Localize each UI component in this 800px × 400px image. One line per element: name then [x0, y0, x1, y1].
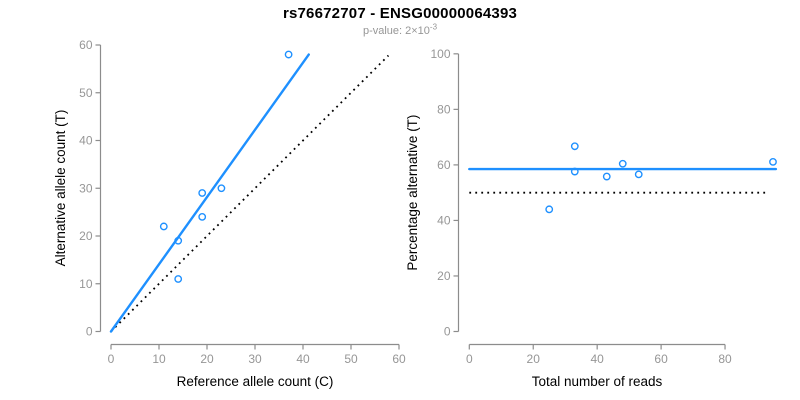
x-tick-label: 60	[392, 352, 406, 366]
data-point	[174, 275, 183, 283]
data-point	[198, 189, 207, 197]
y-tick-label: 10	[79, 277, 93, 291]
x-axis-label: Total number of reads	[532, 374, 663, 389]
fit-line	[109, 53, 310, 333]
data-point	[198, 212, 207, 221]
y-tick-label: 30	[79, 181, 93, 195]
data-point	[284, 50, 293, 59]
data-point	[545, 205, 554, 214]
x-tick-label: 40	[296, 352, 310, 366]
x-tick-label: 10	[152, 352, 166, 366]
data-point	[618, 159, 627, 168]
data-point	[769, 157, 777, 166]
data-point	[217, 184, 226, 193]
y-tick-label: 50	[79, 86, 93, 100]
y-tick-label: 0	[444, 325, 451, 339]
page-title: rs76672707 - ENSG00000064393	[282, 5, 518, 22]
panel-percentage-alternative-scatter: 0 20 40 60 80 0 20 40 60 80 100 Total number of rea…	[405, 47, 778, 389]
x-tick-label: 20	[200, 352, 214, 366]
pvalue-text: p-value: 2×10	[362, 25, 430, 37]
x-tick-label: 50	[344, 352, 358, 366]
x-tick-label: 0	[466, 352, 473, 366]
x-tick-label: 40	[590, 352, 604, 366]
y-tick-label: 100	[430, 47, 450, 61]
y-tick-label: 20	[79, 229, 93, 243]
reference-dotted-line	[110, 54, 390, 333]
y-tick-label: 60	[437, 158, 451, 172]
data-point	[570, 142, 579, 151]
x-tick-label: 30	[248, 352, 262, 366]
y-tick-label: 80	[437, 102, 451, 116]
data-point	[159, 222, 168, 231]
x-axis-label: Reference allele count (C)	[177, 374, 334, 389]
pvalue-exponent: -3	[429, 22, 438, 32]
y-axis-label: Percentage alternative (T)	[405, 115, 420, 271]
y-tick-label: 60	[79, 38, 93, 52]
data-point	[602, 172, 611, 181]
y-axis-label: Alternative allele count (T)	[53, 110, 68, 267]
y-tick-label: 40	[79, 134, 93, 148]
x-tick-label: 20	[527, 352, 541, 366]
panel-allele-counts-scatter: 0 10 20 30 40 50 60 0 10 20 30 40 50 60 Reference alle…	[53, 38, 406, 389]
x-tick-label: 80	[718, 352, 732, 366]
x-tick-label: 0	[108, 352, 115, 366]
data-point	[570, 167, 579, 176]
y-tick-label: 20	[437, 269, 451, 283]
x-tick-label: 60	[654, 352, 668, 366]
data-point	[174, 236, 183, 245]
y-tick-label: 40	[437, 213, 451, 227]
data-point	[634, 170, 643, 179]
pvalue-subtitle: p-value: 2×10-3	[0, 22, 800, 37]
y-tick-label: 0	[86, 325, 93, 339]
